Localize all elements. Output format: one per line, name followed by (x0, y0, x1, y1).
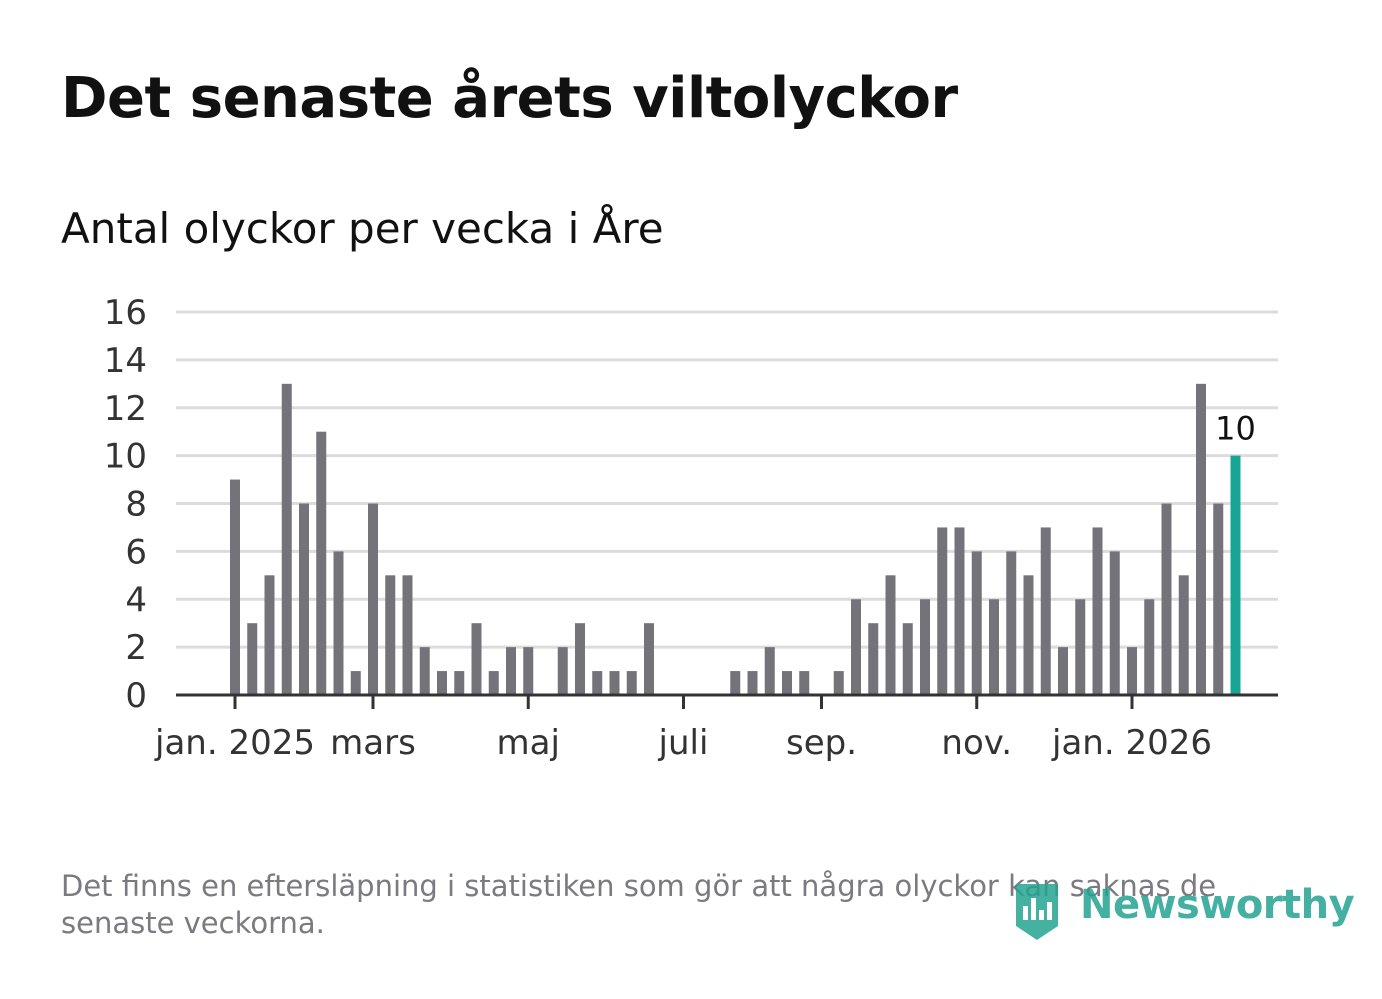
newsworthy-logo[interactable]: Newsworthy (1008, 876, 1355, 946)
bar (764, 647, 775, 695)
bar (626, 671, 637, 695)
bar (989, 599, 999, 695)
bar (281, 383, 292, 695)
y-tick-label: 2 (125, 628, 147, 668)
bar (575, 623, 585, 695)
chart-bars (230, 383, 1241, 695)
x-axis-ticks: jan. 2025 mars maj juli sep. nov. jan. 2026 (154, 695, 1212, 763)
y-tick-label: 8 (125, 485, 147, 525)
y-tick-label: 10 (104, 437, 147, 477)
bar (1040, 527, 1051, 695)
bar (1023, 575, 1034, 695)
x-tick-label: juli (658, 723, 709, 763)
bar (506, 647, 516, 695)
y-tick-label: 0 (125, 676, 147, 716)
bar (523, 647, 534, 695)
bar (1006, 551, 1017, 695)
x-tick-label: jan. 2026 (1051, 723, 1212, 763)
bar (920, 599, 930, 695)
bar (471, 623, 482, 695)
y-tick-label: 4 (125, 580, 147, 620)
bar (350, 671, 361, 695)
bar (1144, 599, 1155, 695)
bar (264, 575, 275, 695)
bar (833, 671, 844, 695)
bar (1075, 599, 1086, 695)
bar (1127, 647, 1137, 695)
bar (368, 503, 378, 695)
data-labels: 10 (1215, 410, 1256, 448)
bar (1092, 527, 1103, 695)
bar (454, 671, 465, 695)
bar (385, 575, 396, 695)
bar (437, 671, 447, 695)
bar (971, 551, 982, 695)
bar (868, 623, 879, 695)
bar (557, 647, 568, 695)
x-tick-label: sep. (786, 723, 857, 763)
bar (402, 575, 413, 695)
bar-highlight (1230, 455, 1241, 695)
y-axis-ticks: 0 2 4 6 8 10 12 14 16 (104, 293, 147, 716)
x-tick-label: mars (330, 723, 416, 763)
bar (799, 671, 810, 695)
bar (1058, 647, 1068, 695)
bar (782, 671, 792, 695)
bar (730, 671, 741, 695)
bar (299, 503, 309, 695)
bar (609, 671, 620, 695)
y-tick-label: 12 (104, 389, 147, 429)
bar (1178, 575, 1189, 695)
bar (902, 623, 913, 695)
chart-gridlines (176, 310, 1278, 649)
bar (937, 527, 948, 695)
bar-chart: 0 2 4 6 8 10 12 14 16 jan. 2025 mars maj juli sep. no… (104, 293, 1278, 763)
bar (1213, 503, 1224, 695)
bar (592, 671, 603, 695)
bar (333, 551, 344, 695)
chart-subtitle: Antal olyckor per vecka i Åre (61, 204, 664, 253)
bar (230, 479, 240, 695)
chart-title: Det senaste årets viltolyckor (61, 66, 958, 131)
bar (954, 527, 965, 695)
logo-text: Newsworthy (1080, 882, 1355, 928)
y-tick-label: 16 (104, 293, 147, 333)
bar (851, 599, 861, 695)
bar (1109, 551, 1120, 695)
bar (488, 671, 499, 695)
y-tick-label: 14 (104, 341, 147, 381)
data-label-latest: 10 (1215, 410, 1256, 448)
bar (885, 575, 896, 695)
bar (316, 431, 327, 695)
bar (1161, 503, 1172, 695)
newsworthy-logo-icon (1016, 884, 1058, 940)
x-tick-label: nov. (941, 723, 1012, 763)
bar (247, 623, 258, 695)
bar (419, 647, 430, 695)
bar (747, 671, 758, 695)
bar (644, 623, 654, 695)
x-tick-label: jan. 2025 (154, 723, 315, 763)
bar (1196, 383, 1206, 695)
x-tick-label: maj (497, 723, 560, 763)
y-tick-label: 6 (125, 532, 147, 572)
